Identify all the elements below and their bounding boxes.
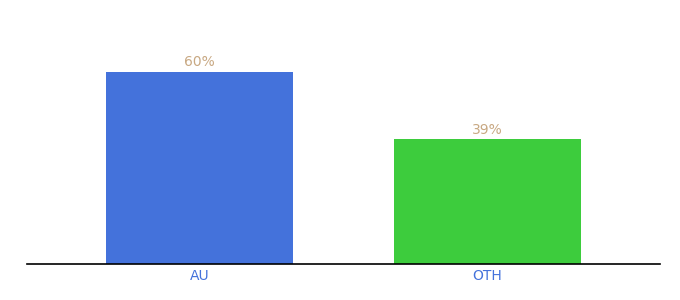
Bar <box>394 139 581 264</box>
Text: 39%: 39% <box>472 123 503 136</box>
Text: 60%: 60% <box>184 56 215 69</box>
Bar <box>106 72 293 264</box>
